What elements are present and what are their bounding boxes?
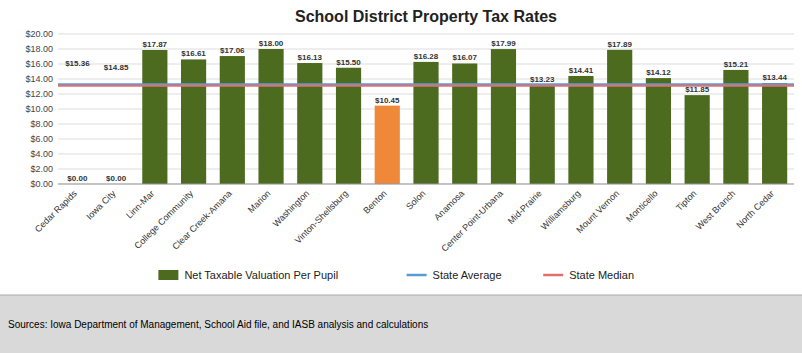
x-tick-label: Cedar Rapids <box>33 188 79 234</box>
grid-line <box>58 49 794 50</box>
legend-label: State Median <box>569 269 634 281</box>
y-tick-label: $14.00 <box>25 74 53 84</box>
data-label: $17.89 <box>607 40 632 49</box>
bar <box>375 106 400 184</box>
bar <box>297 63 322 184</box>
x-tick-label: West Branch <box>694 188 737 231</box>
legend-swatch <box>407 274 427 277</box>
data-label: $18.00 <box>259 39 284 48</box>
y-tick-label: $18.00 <box>25 44 53 54</box>
bar <box>530 85 555 184</box>
data-label: $0.00 <box>106 174 127 183</box>
data-label: $17.99 <box>491 39 516 48</box>
annotation: $14.85 <box>104 63 129 72</box>
legend-swatch <box>543 274 563 277</box>
grid <box>58 34 794 184</box>
data-label: $10.45 <box>375 96 400 105</box>
bar <box>491 49 516 184</box>
data-label: $15.21 <box>724 60 749 69</box>
x-axis-line <box>58 184 794 185</box>
title: School District Property Tax Rates <box>295 8 557 25</box>
legend-label: Net Taxable Valuation Per Pupil <box>184 269 338 281</box>
data-label: $16.61 <box>181 49 206 58</box>
legend-label: State Average <box>433 269 502 281</box>
y-tick-label: $12.00 <box>25 89 53 99</box>
data-label: $13.44 <box>762 73 787 82</box>
data-label: $13.23 <box>530 75 555 84</box>
x-tick-label: Linn-Mar <box>124 188 156 220</box>
chart: School District Property Tax Rates $0.00 $… <box>0 0 802 353</box>
data-label: $11.85 <box>685 85 710 94</box>
separator <box>0 295 802 296</box>
x-tick-label: Monticello <box>624 188 660 224</box>
grid-line <box>58 184 794 185</box>
data-label: $16.07 <box>453 53 478 62</box>
x-tick-label: Center Point-Urbana <box>439 188 504 253</box>
x-tick-label: Clear Creek-Amana <box>170 188 233 251</box>
x-tick-label: Washington <box>271 188 311 228</box>
x-tick-label: Mount Vernon <box>574 188 621 235</box>
y-tick-label: $4.00 <box>30 149 53 159</box>
bar <box>723 70 748 184</box>
annotation: $15.36 <box>65 59 90 68</box>
data-label: $14.12 <box>646 68 671 77</box>
data-label: $14.41 <box>569 66 594 75</box>
source-text: Sources: Iowa Department of Management, … <box>8 319 428 330</box>
x-tick-label: Anamosa <box>432 188 466 222</box>
grid-line <box>58 34 794 35</box>
legend-swatch <box>158 270 178 280</box>
y-tick-label: $6.00 <box>30 134 53 144</box>
data-label: $16.13 <box>298 53 323 62</box>
y-tick-label: $20.00 <box>25 29 53 39</box>
bar <box>181 59 206 184</box>
bar <box>220 56 245 184</box>
y-tick-label: $2.00 <box>30 164 53 174</box>
bar <box>568 76 593 184</box>
bar <box>762 83 787 184</box>
reference-line <box>58 83 794 85</box>
y-tick-label: $0.00 <box>30 179 53 189</box>
bar <box>452 63 477 184</box>
data-label: $17.87 <box>143 40 168 49</box>
source-background <box>0 295 802 353</box>
x-tick-label: Marion <box>246 188 273 215</box>
x-tick-label: Vinton-Shellsburg <box>293 188 350 245</box>
bar <box>413 62 438 184</box>
x-tick-label: North Cedar <box>734 188 776 230</box>
data-label: $17.06 <box>220 46 245 55</box>
bar <box>646 78 671 184</box>
y-tick-label: $16.00 <box>25 59 53 69</box>
x-tick-label: Mid-Prairie <box>506 188 544 226</box>
y-tick-label: $10.00 <box>25 104 53 114</box>
plot-area <box>58 49 794 184</box>
x-tick-label: Benton <box>361 188 388 215</box>
bar <box>142 50 167 184</box>
y-tick-label: $8.00 <box>30 119 53 129</box>
data-label: $15.50 <box>336 58 361 67</box>
bar <box>258 49 283 184</box>
data-label: $0.00 <box>67 174 88 183</box>
x-tick-label: Iowa City <box>84 188 118 222</box>
reference-line <box>58 85 794 87</box>
legend: Net Taxable Valuation Per Pupil State Ave… <box>158 269 634 281</box>
bar <box>685 95 710 184</box>
x-tick-label: Solon <box>404 188 427 211</box>
data-label: $16.28 <box>414 52 439 61</box>
x-tick-label: Tipton <box>674 188 699 213</box>
bar <box>607 50 632 184</box>
